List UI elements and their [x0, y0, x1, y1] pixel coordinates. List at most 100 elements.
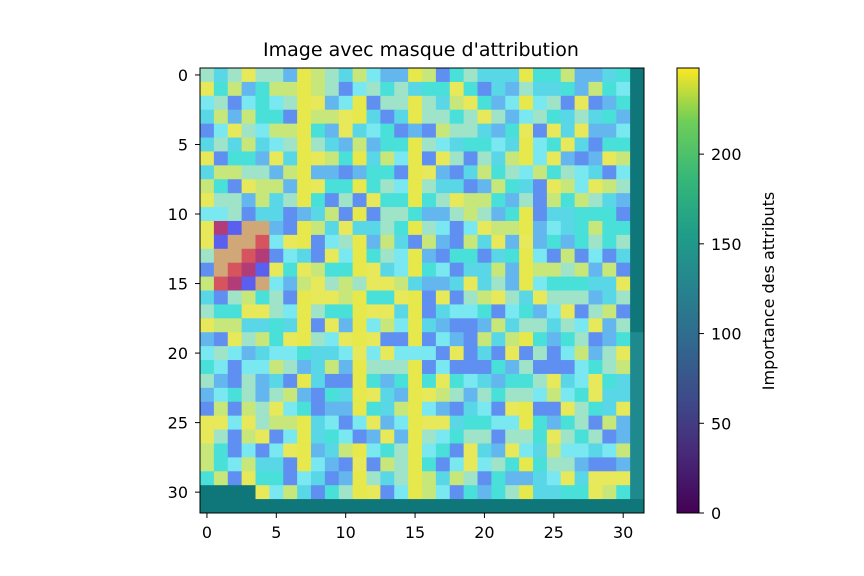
heatmap-cell: [630, 248, 645, 264]
heatmap-cell: [630, 68, 645, 83]
heatmap-cell: [449, 137, 465, 152]
heatmap-cell: [269, 471, 284, 486]
heatmap-cell: [311, 360, 326, 375]
heatmap-cell: [574, 220, 589, 236]
heatmap-cell: [324, 429, 340, 444]
heatmap-cell: [519, 81, 534, 97]
heatmap-cell: [269, 234, 284, 250]
heatmap-cell: [630, 165, 645, 180]
heatmap-cell: [352, 346, 367, 361]
heatmap-cell: [269, 248, 284, 264]
heatmap-cell: [588, 415, 603, 430]
heatmap-cell: [463, 193, 478, 208]
heatmap-cell: [422, 318, 437, 333]
heatmap-cell: [227, 401, 243, 417]
heatmap-cell: [338, 123, 354, 138]
heatmap-cell: [435, 429, 451, 444]
heatmap-cell: [574, 151, 589, 166]
heatmap-cell: [435, 415, 451, 430]
heatmap-cell: [380, 262, 395, 277]
heatmap-cell: [533, 179, 548, 194]
heatmap-cell: [408, 290, 423, 305]
heatmap-cell: [255, 109, 270, 125]
heatmap-cell: [449, 109, 465, 125]
heatmap-cell: [394, 318, 409, 333]
heatmap-cell: [241, 179, 256, 194]
heatmap-cell: [255, 248, 270, 264]
heatmap-cell: [588, 290, 603, 305]
heatmap-cell: [546, 95, 562, 111]
heatmap-cell: [200, 137, 215, 152]
heatmap-cell: [366, 95, 381, 111]
heatmap-cell: [560, 151, 576, 166]
heatmap-cell: [283, 179, 298, 194]
heatmap-cell: [366, 137, 381, 152]
heatmap-cell: [477, 304, 492, 319]
heatmap-cell: [630, 179, 645, 194]
heatmap-cell: [491, 179, 506, 194]
heatmap-cell: [602, 373, 617, 389]
heatmap-cell: [422, 346, 437, 361]
heatmap-cell: [394, 429, 409, 444]
heatmap-cell: [338, 332, 354, 347]
heatmap-cell: [394, 234, 409, 250]
heatmap-cell: [560, 346, 576, 361]
heatmap-cell: [338, 193, 354, 208]
heatmap-cell: [213, 123, 229, 138]
heatmap-cell: [533, 68, 548, 83]
heatmap-cell: [311, 248, 326, 264]
heatmap-cell: [463, 276, 478, 291]
heatmap-cell: [491, 485, 506, 500]
heatmap-cell: [311, 68, 326, 83]
heatmap-cell: [449, 81, 465, 97]
heatmap-cell: [602, 457, 617, 472]
heatmap-cell: [602, 429, 617, 444]
heatmap-cell: [449, 387, 465, 403]
heatmap-cell: [338, 276, 354, 291]
heatmap-cell: [200, 429, 215, 444]
heatmap-cell: [477, 346, 492, 361]
heatmap-cell: [311, 373, 326, 389]
heatmap-cell: [394, 471, 409, 486]
heatmap-cell: [435, 276, 451, 291]
heatmap-cell: [616, 318, 631, 333]
heatmap-cell: [602, 109, 617, 125]
heatmap-cell: [394, 220, 409, 236]
heatmap-cell: [311, 109, 326, 125]
heatmap-cell: [283, 318, 298, 333]
heatmap-cell: [324, 401, 340, 417]
heatmap-cell: [380, 234, 395, 250]
heatmap-cell: [394, 332, 409, 347]
heatmap-cell: [283, 248, 298, 264]
heatmap-cell: [311, 429, 326, 444]
heatmap-cell: [630, 471, 645, 486]
heatmap-cell: [283, 137, 298, 152]
heatmap-cell: [560, 415, 576, 430]
heatmap-cell: [255, 95, 270, 111]
heatmap-cell: [574, 457, 589, 472]
heatmap-cell: [505, 95, 520, 111]
heatmap-cell: [602, 304, 617, 319]
heatmap-cell: [213, 304, 229, 319]
heatmap-cell: [616, 387, 631, 403]
heatmap-cell: [213, 401, 229, 417]
heatmap-cell: [241, 123, 256, 138]
heatmap-cell: [602, 179, 617, 194]
heatmap-cell: [602, 332, 617, 347]
heatmap-cell: [630, 346, 645, 361]
heatmap-cell: [435, 471, 451, 486]
heatmap-cell: [255, 415, 270, 430]
heatmap-cell: [574, 373, 589, 389]
heatmap-cell: [505, 220, 520, 236]
heatmap-cell: [255, 137, 270, 152]
heatmap-cell: [574, 234, 589, 250]
heatmap-cell: [394, 346, 409, 361]
heatmap-cell: [380, 360, 395, 375]
heatmap-cell: [394, 262, 409, 277]
heatmap-cell: [616, 109, 631, 125]
heatmap-cell: [616, 95, 631, 111]
heatmap-cell: [546, 415, 562, 430]
heatmap-cell: [602, 123, 617, 138]
heatmap-cell: [533, 193, 548, 208]
heatmap-cell: [477, 373, 492, 389]
